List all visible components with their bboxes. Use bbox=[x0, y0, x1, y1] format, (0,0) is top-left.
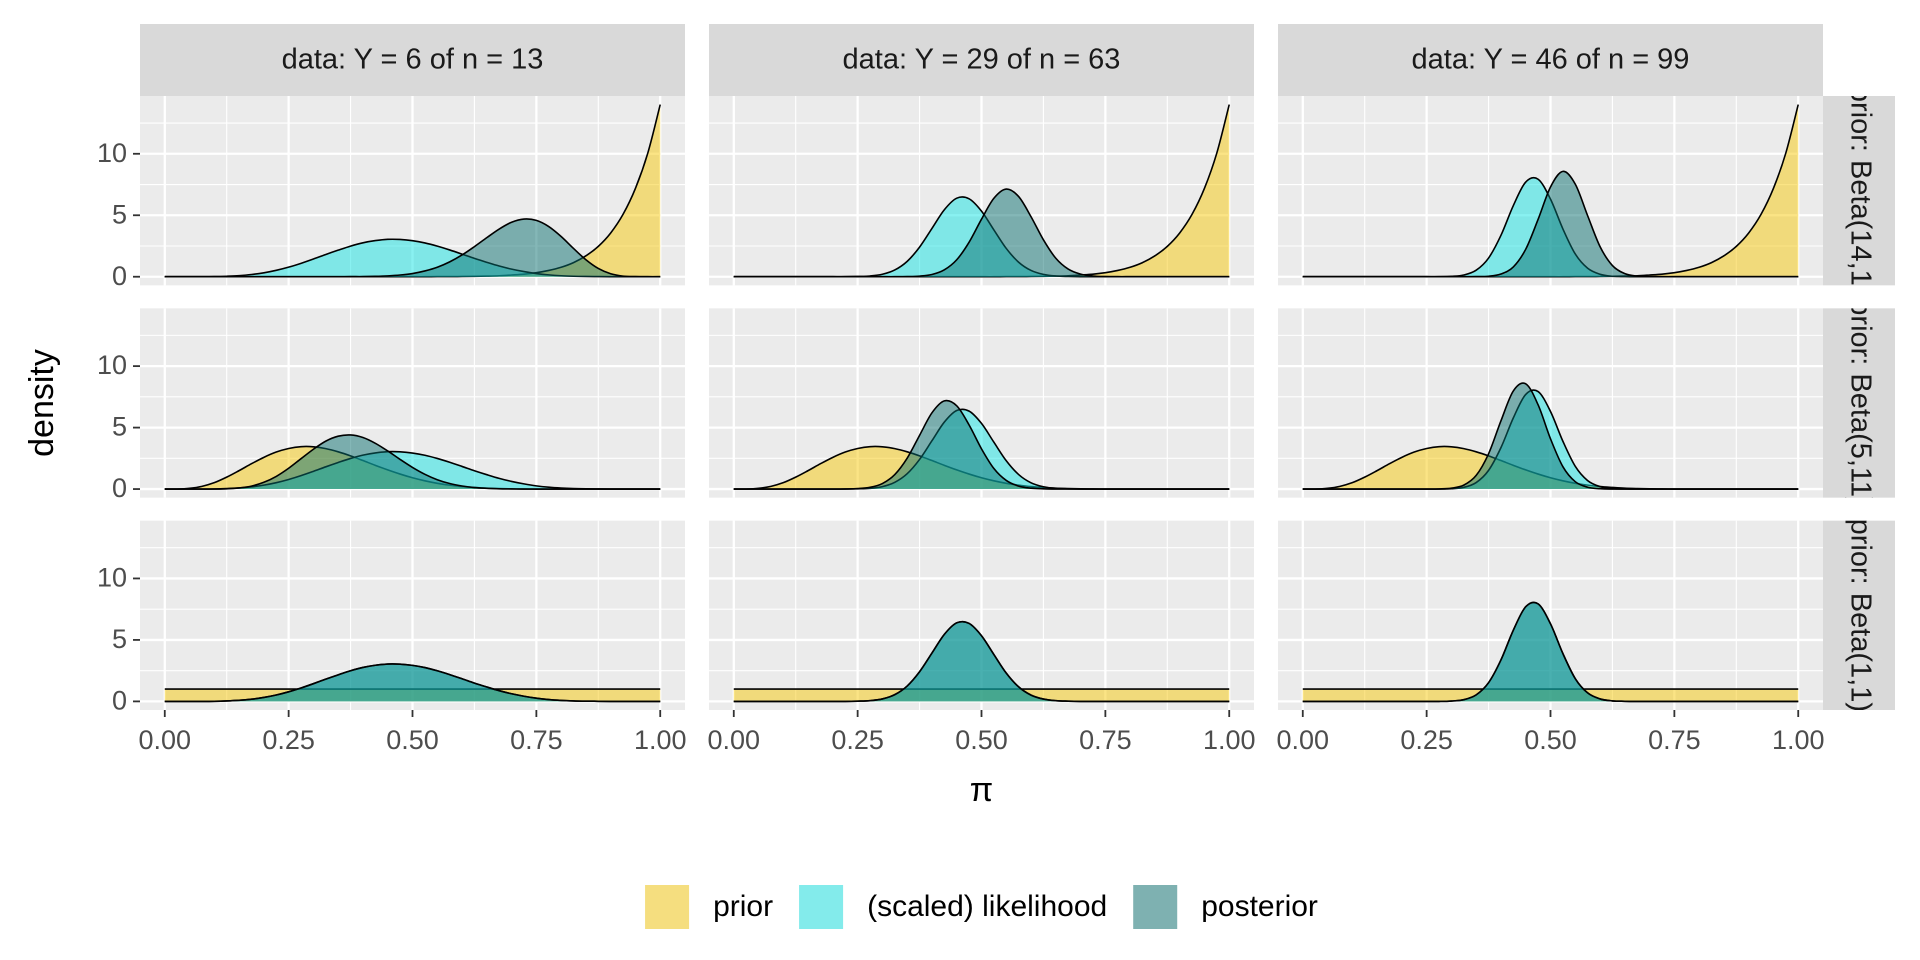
y-tick-label: 10 bbox=[97, 138, 127, 168]
x-tick-label: 1.00 bbox=[634, 725, 687, 755]
facet-strip bbox=[140, 24, 685, 96]
facet-label: prior: Beta(14,1) bbox=[1844, 86, 1876, 296]
density-area bbox=[164, 434, 661, 490]
density-area bbox=[733, 446, 1230, 490]
x-tick-label: 0.25 bbox=[1400, 725, 1453, 755]
y-tick-label: 0 bbox=[112, 686, 127, 716]
density-area bbox=[1302, 602, 1799, 702]
legend-label: prior bbox=[713, 890, 773, 923]
facet-strip bbox=[709, 24, 1254, 96]
facet-strip-group: prior: Beta(14,1) bbox=[1844, 86, 1876, 296]
y-tick-label: 0 bbox=[112, 261, 127, 291]
facet-label: prior: Beta(5,11) bbox=[1844, 299, 1876, 506]
legend-label: (scaled) likelihood bbox=[867, 890, 1107, 923]
density-area bbox=[733, 400, 1230, 490]
density-area bbox=[1302, 104, 1799, 277]
facet-label: data: Y = 46 of n = 99 bbox=[1412, 44, 1690, 76]
facet-strip bbox=[1823, 308, 1895, 498]
x-tick-label: 0.50 bbox=[386, 725, 439, 755]
y-tick-label: 5 bbox=[112, 199, 127, 229]
x-tick-label: 0.00 bbox=[1276, 725, 1329, 755]
density-line bbox=[1302, 170, 1799, 278]
density-line bbox=[164, 663, 661, 703]
x-tick-label: 0.50 bbox=[955, 725, 1008, 755]
facet-label: prior: Beta(1,1) bbox=[1844, 519, 1876, 712]
y-tick-label: 0 bbox=[112, 473, 127, 503]
facet-strip bbox=[1278, 24, 1823, 96]
x-tick-label: 0.75 bbox=[510, 725, 563, 755]
facet-label: data: Y = 29 of n = 63 bbox=[843, 44, 1121, 76]
x-axis-title: π bbox=[970, 771, 993, 809]
x-tick-label: 1.00 bbox=[1772, 725, 1825, 755]
density-area bbox=[164, 218, 661, 277]
y-axis-title: density bbox=[23, 349, 61, 457]
x-tick-label: 0.00 bbox=[707, 725, 760, 755]
density-line bbox=[733, 399, 1230, 490]
x-tick-label: 0.50 bbox=[1524, 725, 1577, 755]
density-area bbox=[1302, 383, 1799, 490]
y-tick-label: 5 bbox=[112, 624, 127, 654]
facet-strip bbox=[1823, 96, 1895, 286]
legend-label: posterior bbox=[1201, 890, 1318, 923]
y-tick-label: 10 bbox=[97, 350, 127, 380]
facet-strip-group: prior: Beta(1,1) bbox=[1844, 519, 1876, 712]
legend-key bbox=[799, 885, 844, 929]
density-line bbox=[733, 620, 1230, 703]
legend-key bbox=[1133, 885, 1178, 929]
x-tick-label: 0.25 bbox=[831, 725, 884, 755]
density-line bbox=[164, 218, 661, 278]
density-area bbox=[1302, 446, 1799, 490]
density-area bbox=[733, 621, 1230, 702]
density-area bbox=[1302, 171, 1799, 277]
x-tick-label: 0.75 bbox=[1648, 725, 1701, 755]
density-area bbox=[733, 104, 1230, 277]
density-line bbox=[164, 434, 661, 490]
density-area bbox=[164, 104, 661, 277]
y-tick-label: 5 bbox=[112, 412, 127, 442]
x-tick-label: 0.00 bbox=[138, 725, 191, 755]
x-tick-label: 0.75 bbox=[1079, 725, 1132, 755]
facet-strip bbox=[1823, 520, 1895, 710]
density-line bbox=[1302, 382, 1799, 490]
density-area bbox=[733, 189, 1230, 277]
density-line bbox=[733, 188, 1230, 278]
legend: prior (scaled) likelihood posterior bbox=[645, 885, 1318, 929]
facet-strip-group: prior: Beta(5,11) bbox=[1844, 299, 1876, 506]
density-line bbox=[1302, 601, 1799, 703]
legend-key bbox=[645, 885, 690, 929]
facet-label: data: Y = 6 of n = 13 bbox=[282, 44, 544, 76]
y-tick-label: 10 bbox=[97, 563, 127, 593]
x-tick-label: 1.00 bbox=[1203, 725, 1256, 755]
x-tick-label: 0.25 bbox=[262, 725, 315, 755]
